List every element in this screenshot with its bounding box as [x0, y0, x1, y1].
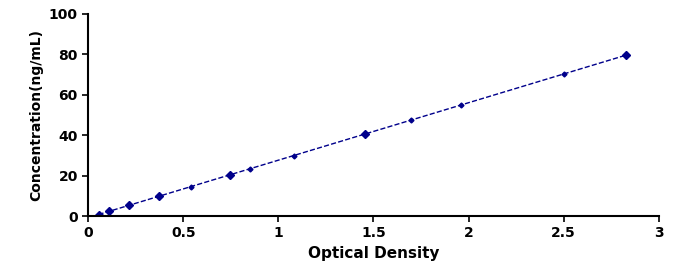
X-axis label: Optical Density: Optical Density [308, 246, 439, 261]
Y-axis label: Concentration(ng/mL): Concentration(ng/mL) [29, 29, 43, 201]
